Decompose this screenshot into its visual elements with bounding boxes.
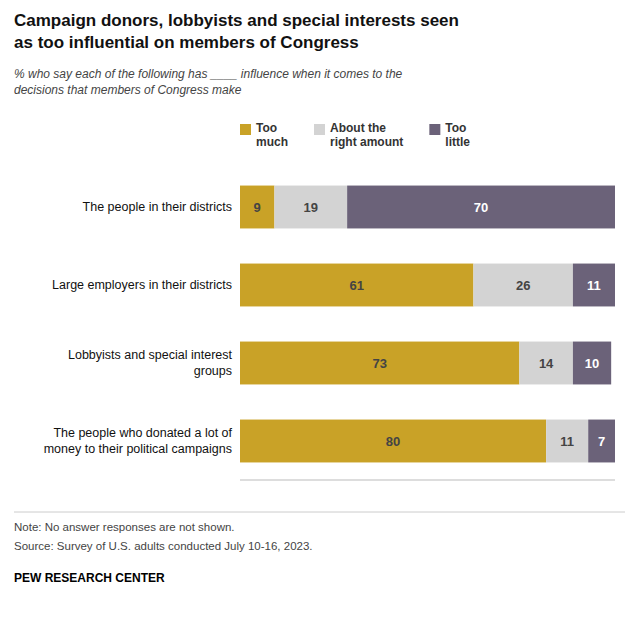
legend-label: Toolittle — [445, 121, 470, 149]
data-label: 80 — [386, 434, 400, 449]
background — [0, 0, 639, 618]
bar-segment — [240, 264, 473, 307]
source-label: PEW RESEARCH CENTER — [14, 571, 165, 585]
data-label: 9 — [254, 200, 261, 215]
data-label: 7 — [598, 434, 605, 449]
data-label: 14 — [539, 356, 554, 371]
data-label: 73 — [372, 356, 386, 371]
legend: Toomuch About theright amount Toolittle — [240, 121, 470, 149]
bar-segment — [519, 342, 573, 385]
data-label: 19 — [304, 200, 318, 215]
subtitle: % who say each of the following has ____… — [14, 67, 403, 97]
bar-segment — [573, 264, 615, 307]
note: Note: No answer responses are not shown. — [14, 521, 235, 533]
data-labels: 9 19 70 61 26 11 73 14 10 80 11 7 — [254, 200, 606, 449]
separator — [14, 512, 625, 513]
bar-segment — [573, 342, 611, 385]
data-label: 11 — [560, 434, 574, 449]
bar-segment — [347, 186, 615, 229]
bars — [240, 186, 615, 463]
bar-segment — [240, 420, 546, 463]
legend-label: Toomuch — [256, 121, 288, 149]
note: Source: Survey of U.S. adults conducted … — [14, 540, 313, 552]
bar-segment — [274, 186, 347, 229]
legend-swatch — [314, 124, 325, 135]
chart: Campaign donors, lobbyists and special i… — [0, 0, 639, 618]
bar-segment — [588, 420, 615, 463]
legend-swatch — [240, 124, 251, 135]
bar-segment — [546, 420, 588, 463]
x-axis-line — [240, 480, 615, 481]
data-label: 61 — [349, 278, 363, 293]
category-label: Large employers in their districts — [52, 278, 232, 292]
bar-segment — [240, 342, 519, 385]
bar-segment — [473, 264, 572, 307]
category-label: The people in their districts — [83, 200, 232, 214]
data-label: 10 — [585, 356, 599, 371]
legend-label: About theright amount — [330, 121, 403, 149]
title: Campaign donors, lobbyists and special i… — [14, 11, 459, 52]
data-label: 70 — [474, 200, 488, 215]
category-label: Lobbyists and special interestgroups — [68, 348, 233, 378]
data-label: 11 — [587, 278, 601, 293]
category-label: The people who donated a lot ofmoney to … — [44, 426, 233, 456]
data-label: 26 — [516, 278, 530, 293]
bar-segment — [240, 186, 274, 229]
legend-swatch — [429, 124, 440, 135]
